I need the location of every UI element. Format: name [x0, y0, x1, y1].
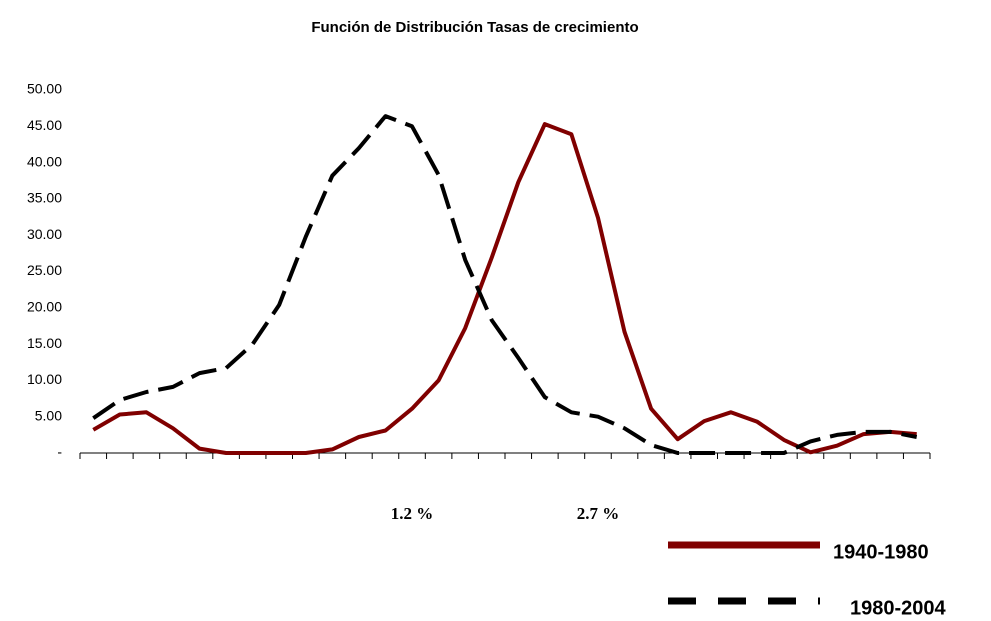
- y-tick-label: 10.00: [27, 371, 62, 387]
- y-tick-label: 50.00: [27, 81, 62, 97]
- chart-title: Función de Distribución Tasas de crecimi…: [311, 19, 638, 36]
- y-tick-label: 15.00: [27, 335, 62, 351]
- y-tick-label: 40.00: [27, 153, 62, 169]
- x-tick-label: 2.7 %: [577, 504, 620, 523]
- y-tick-label: 30.00: [27, 226, 62, 242]
- line-series: [92, 122, 917, 455]
- line-series: [92, 114, 918, 455]
- x-tick-label: 1.2 %: [391, 504, 434, 523]
- y-tick-label: 25.00: [27, 262, 62, 278]
- y-tick-label: 45.00: [27, 117, 62, 133]
- y-tick-label: -: [57, 444, 62, 460]
- y-tick-label: 5.00: [35, 407, 62, 423]
- legend-label: 1940-1980: [833, 541, 929, 563]
- y-tick-label: 20.00: [27, 299, 62, 315]
- y-tick-label: 35.00: [27, 190, 62, 206]
- legend-label: 1980-2004: [850, 597, 947, 619]
